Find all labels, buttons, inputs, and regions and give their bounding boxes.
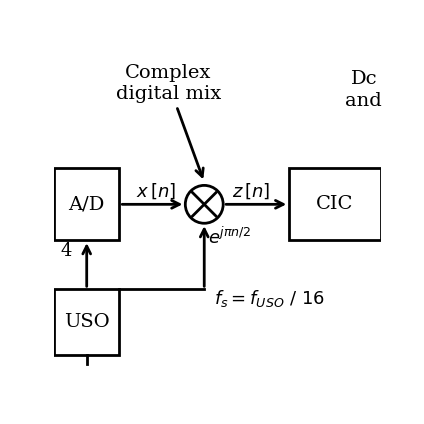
- Bar: [54, 289, 120, 354]
- Text: $e^{j\pi n/2}$: $e^{j\pi n/2}$: [207, 226, 251, 248]
- Bar: [54, 168, 120, 240]
- Text: Complex
digital mix: Complex digital mix: [116, 64, 221, 177]
- Text: and: and: [345, 92, 381, 110]
- Text: 4: 4: [61, 242, 72, 260]
- Text: Dc: Dc: [351, 70, 378, 89]
- Text: CIC: CIC: [316, 195, 354, 213]
- Text: $x\,[n]$: $x\,[n]$: [136, 181, 176, 201]
- Text: $z\,[n]$: $z\,[n]$: [232, 181, 271, 201]
- Text: USO: USO: [64, 313, 109, 331]
- Bar: [289, 168, 380, 240]
- Text: A/D: A/D: [69, 195, 105, 213]
- Text: $f_s = f_{USO}\ /\ 16$: $f_s = f_{USO}\ /\ 16$: [214, 288, 325, 309]
